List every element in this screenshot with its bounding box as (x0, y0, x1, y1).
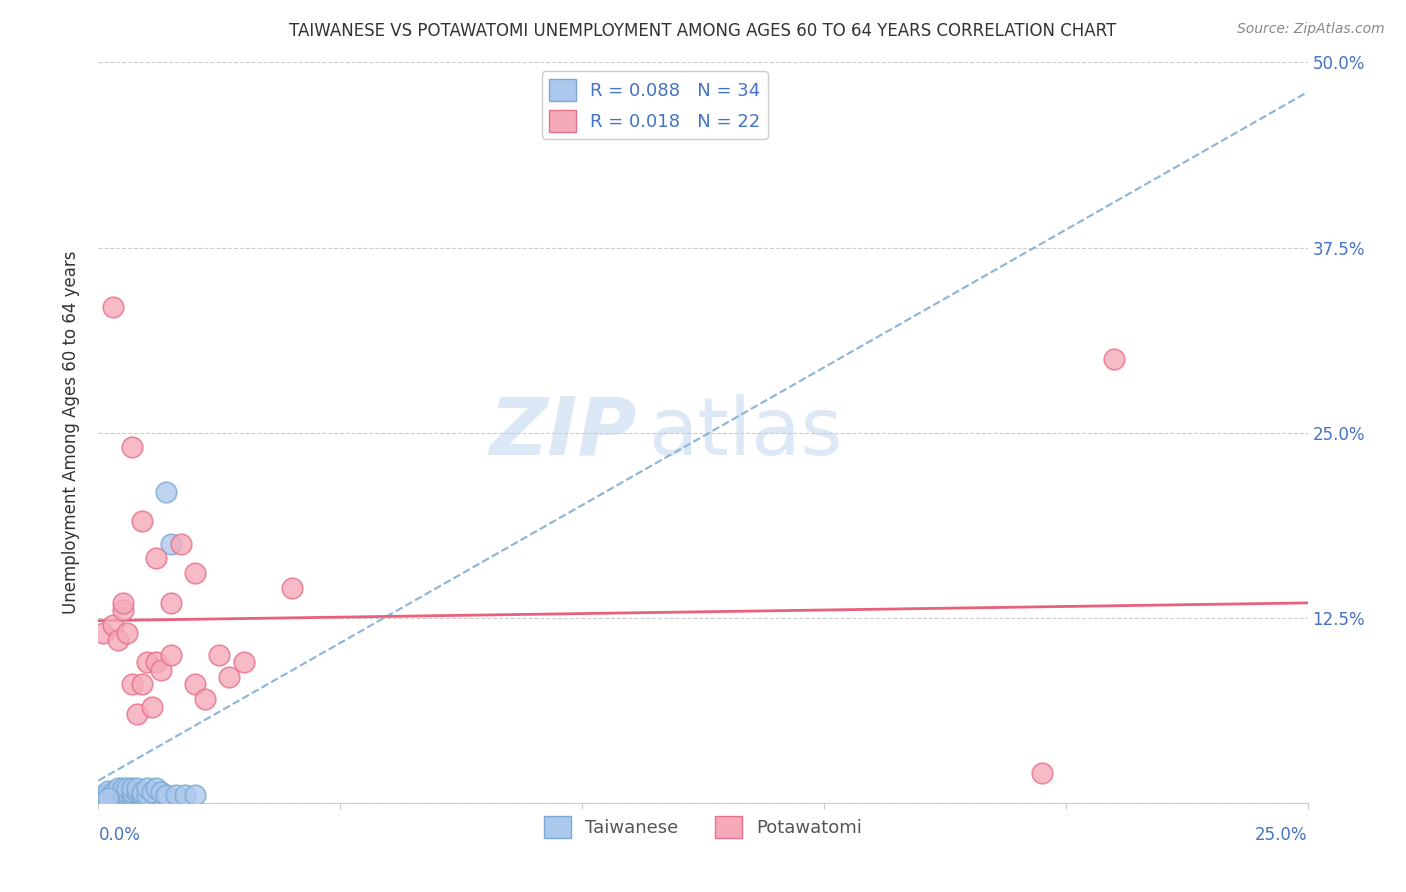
Point (165, 789, 187, 803)
Point (1031, 766, 1053, 780)
Point (208, 648, 231, 662)
Point (135, 789, 157, 803)
Point (155, 789, 177, 803)
Point (145, 655, 167, 669)
Point (155, 484, 177, 499)
Point (174, 789, 197, 803)
Point (160, 648, 183, 662)
Point (184, 677, 207, 691)
Point (111, 780, 134, 795)
Point (135, 780, 157, 795)
Point (127, 785, 149, 799)
Point (107, 785, 129, 799)
Point (194, 692, 217, 706)
Point (101, 785, 124, 799)
Point (91, 796, 114, 810)
Point (135, 655, 157, 669)
Point (101, 300, 124, 314)
Point (107, 789, 129, 803)
Point (131, 677, 153, 691)
Point (127, 706, 149, 721)
Point (111, 596, 134, 610)
Point (117, 780, 139, 795)
Point (160, 536, 183, 550)
Legend: Taiwanese, Potawatomi: Taiwanese, Potawatomi (537, 809, 869, 846)
Text: atlas: atlas (648, 393, 844, 472)
Text: Source: ZipAtlas.com: Source: ZipAtlas.com (1237, 22, 1385, 37)
Point (121, 441, 143, 455)
Point (281, 581, 304, 595)
Point (131, 789, 153, 803)
Point (97, 789, 120, 803)
Point (160, 596, 183, 610)
Text: 0.0%: 0.0% (98, 827, 141, 845)
Point (97, 784, 120, 798)
Point (145, 551, 167, 566)
Point (150, 663, 173, 677)
Point (91, 789, 114, 803)
Point (107, 632, 129, 647)
Point (117, 625, 139, 640)
Point (184, 789, 207, 803)
Point (111, 789, 134, 803)
Point (131, 785, 153, 799)
Point (121, 677, 143, 691)
Point (218, 670, 240, 684)
Point (150, 785, 173, 799)
Point (117, 785, 139, 799)
Text: 25.0%: 25.0% (1256, 827, 1308, 845)
Point (107, 780, 129, 795)
Point (121, 780, 143, 795)
Point (101, 789, 124, 803)
Point (97, 791, 120, 805)
Point (141, 785, 163, 799)
Point (111, 785, 134, 799)
Point (111, 603, 134, 617)
Point (141, 699, 163, 714)
Point (127, 780, 149, 795)
Point (169, 536, 191, 550)
Point (131, 515, 153, 529)
Point (145, 780, 167, 795)
Text: TAIWANESE VS POTAWATOMI UNEMPLOYMENT AMONG AGES 60 TO 64 YEARS CORRELATION CHART: TAIWANESE VS POTAWATOMI UNEMPLOYMENT AMO… (290, 22, 1116, 40)
Point (91, 625, 114, 640)
Point (101, 618, 124, 632)
Point (121, 785, 143, 799)
Point (232, 655, 254, 669)
Y-axis label: Unemployment Among Ages 60 to 64 years: Unemployment Among Ages 60 to 64 years (62, 251, 80, 615)
Point (184, 566, 207, 581)
Point (1102, 351, 1125, 366)
Text: ZIP: ZIP (489, 393, 637, 472)
Point (121, 789, 143, 803)
Point (117, 789, 139, 803)
